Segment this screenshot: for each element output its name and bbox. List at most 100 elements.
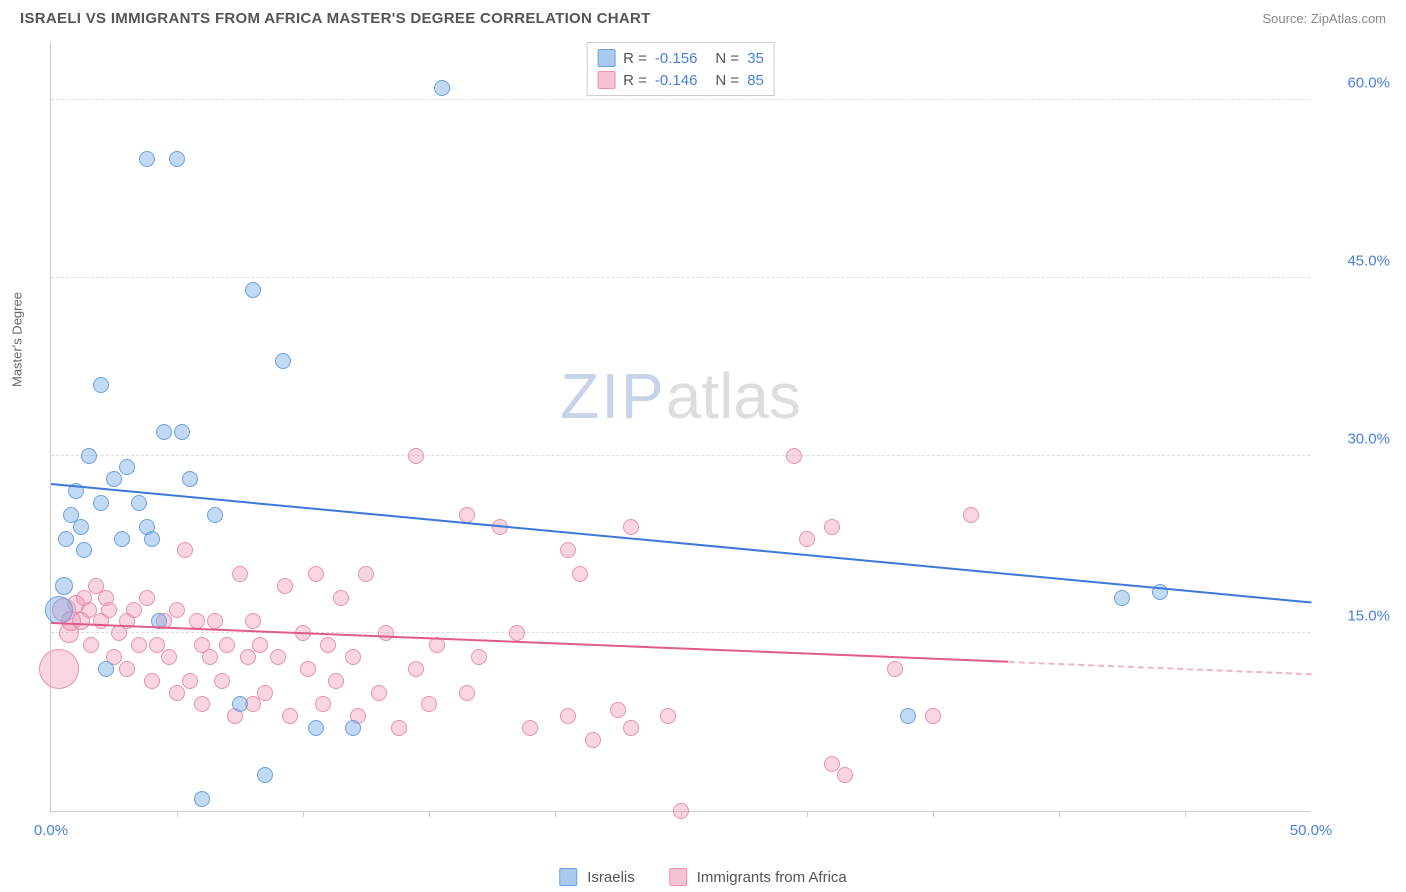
data-point-africa	[371, 685, 387, 701]
data-point-israelis	[156, 424, 172, 440]
source-attribution: Source: ZipAtlas.com	[1262, 11, 1386, 26]
x-tick-label-min: 0.0%	[34, 822, 68, 839]
data-point-africa	[207, 613, 223, 629]
swatch-africa	[669, 868, 687, 886]
data-point-africa	[560, 542, 576, 558]
data-point-israelis	[98, 661, 114, 677]
data-point-africa	[824, 519, 840, 535]
data-point-africa	[270, 649, 286, 665]
data-point-africa	[887, 661, 903, 677]
gridline	[51, 277, 1310, 278]
data-point-israelis	[144, 531, 160, 547]
data-point-africa	[308, 566, 324, 582]
x-tick	[807, 811, 808, 817]
legend-row-africa: R = -0.146 N = 85	[597, 69, 764, 91]
data-point-africa	[252, 637, 268, 653]
watermark-atlas: atlas	[666, 360, 801, 432]
y-tick-label: 15.0%	[1320, 608, 1390, 625]
data-point-israelis	[275, 353, 291, 369]
data-point-israelis	[55, 577, 73, 595]
data-point-africa	[282, 708, 298, 724]
y-axis-title: Master's Degree	[10, 292, 25, 387]
legend-label-israelis: Israelis	[587, 869, 635, 886]
data-point-africa	[277, 578, 293, 594]
watermark: ZIPatlas	[560, 359, 801, 433]
data-point-israelis	[93, 495, 109, 511]
data-point-israelis	[308, 720, 324, 736]
data-point-israelis	[434, 80, 450, 96]
data-point-africa	[194, 696, 210, 712]
data-point-africa	[328, 673, 344, 689]
data-point-africa	[169, 685, 185, 701]
legend-n-label: N =	[715, 72, 739, 89]
x-tick	[303, 811, 304, 817]
data-point-africa	[471, 649, 487, 665]
data-point-africa	[408, 448, 424, 464]
x-tick-label-max: 50.0%	[1290, 822, 1333, 839]
x-tick	[933, 811, 934, 817]
data-point-israelis	[900, 708, 916, 724]
gridline	[51, 455, 1310, 456]
legend-r-label: R =	[623, 72, 647, 89]
data-point-africa	[219, 637, 235, 653]
data-point-africa	[345, 649, 361, 665]
data-point-africa	[320, 637, 336, 653]
data-point-africa	[257, 685, 273, 701]
data-point-africa	[786, 448, 802, 464]
data-point-africa	[182, 673, 198, 689]
data-point-africa	[139, 590, 155, 606]
series-legend: Israelis Immigrants from Africa	[559, 868, 847, 886]
data-point-africa	[378, 625, 394, 641]
data-point-israelis	[93, 377, 109, 393]
data-point-israelis	[76, 542, 92, 558]
y-tick-label: 60.0%	[1320, 75, 1390, 92]
data-point-africa	[459, 507, 475, 523]
data-point-africa	[585, 732, 601, 748]
data-point-africa	[799, 531, 815, 547]
data-point-africa	[391, 720, 407, 736]
data-point-africa	[101, 602, 117, 618]
data-point-africa	[300, 661, 316, 677]
x-tick	[177, 811, 178, 817]
x-tick	[1059, 811, 1060, 817]
data-point-africa	[232, 566, 248, 582]
data-point-israelis	[1114, 590, 1130, 606]
data-point-israelis	[58, 531, 74, 547]
x-tick	[1185, 811, 1186, 817]
scatter-chart: Master's Degree ZIPatlas R = -0.156 N = …	[50, 42, 1310, 812]
legend-n-label: N =	[715, 50, 739, 67]
legend-n-value-1: 35	[747, 50, 764, 67]
legend-row-israelis: R = -0.156 N = 35	[597, 47, 764, 69]
data-point-africa	[240, 649, 256, 665]
data-point-africa	[459, 685, 475, 701]
correlation-legend: R = -0.156 N = 35 R = -0.146 N = 85	[586, 42, 775, 96]
swatch-africa	[597, 71, 615, 89]
gridline	[51, 99, 1310, 100]
data-point-israelis	[73, 519, 89, 535]
data-point-africa	[245, 613, 261, 629]
trendline-dash-africa	[1009, 661, 1311, 675]
data-point-israelis	[81, 448, 97, 464]
data-point-africa	[214, 673, 230, 689]
data-point-africa	[623, 519, 639, 535]
chart-title: ISRAELI VS IMMIGRANTS FROM AFRICA MASTER…	[20, 10, 651, 27]
data-point-israelis	[131, 495, 147, 511]
data-point-africa	[119, 661, 135, 677]
data-point-israelis	[45, 596, 73, 624]
x-tick	[555, 811, 556, 817]
legend-label-africa: Immigrants from Africa	[697, 869, 847, 886]
swatch-israelis	[559, 868, 577, 886]
chart-header: ISRAELI VS IMMIGRANTS FROM AFRICA MASTER…	[0, 0, 1406, 35]
data-point-africa	[925, 708, 941, 724]
data-point-israelis	[345, 720, 361, 736]
data-point-israelis	[194, 791, 210, 807]
data-point-africa	[333, 590, 349, 606]
legend-n-value-2: 85	[747, 72, 764, 89]
data-point-africa	[202, 649, 218, 665]
gridline	[51, 632, 1310, 633]
y-tick-label: 30.0%	[1320, 430, 1390, 447]
data-point-africa	[963, 507, 979, 523]
legend-r-value-2: -0.146	[655, 72, 698, 89]
data-point-africa	[177, 542, 193, 558]
data-point-africa	[421, 696, 437, 712]
